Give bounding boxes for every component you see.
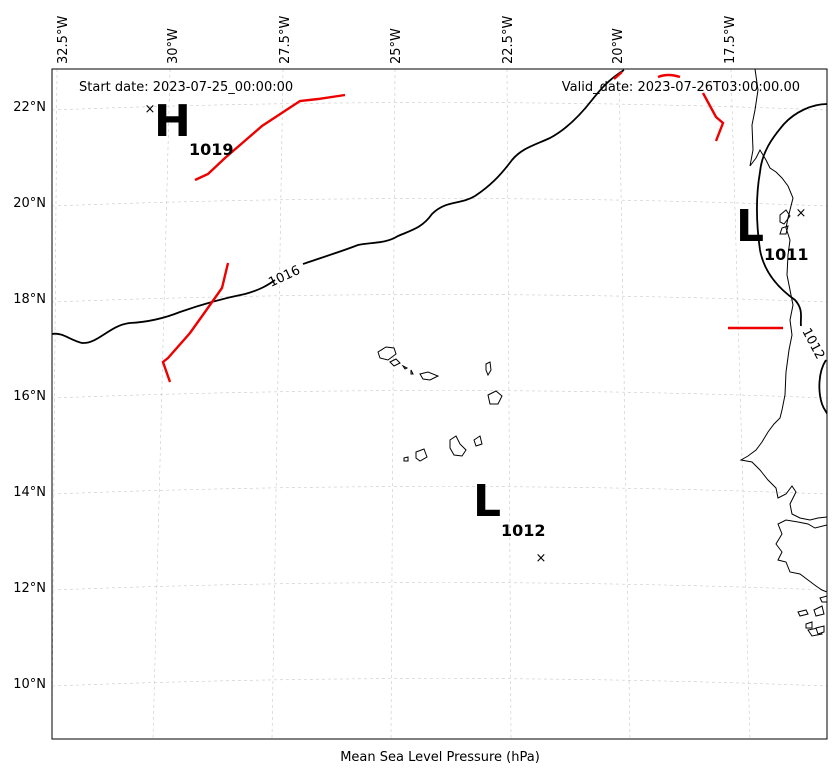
low-pressure-center-east: × L 1011 [736,201,809,264]
center-cross-icon: × [145,102,156,117]
center-cross-icon: × [536,551,547,566]
lon-label: 17.5°W [723,16,738,64]
africa-coastline [739,69,827,637]
start-date-label: Start date: 2023-07-25_00:00:00 [79,80,293,95]
pressure-value: 1019 [189,140,234,159]
graticule-parallels [52,102,827,687]
lon-label: 20°W [611,28,626,64]
lat-label: 20°N [13,196,46,211]
isobar-1016 [52,69,625,344]
map-area [52,69,827,739]
lat-label: 16°N [13,389,46,404]
lon-label: 32.5°W [56,16,71,64]
map-frame [51,68,828,740]
center-cross-icon: × [796,206,807,221]
lon-label: 22.5°W [501,16,516,64]
pressure-symbol: L [736,201,764,252]
low-pressure-center-south: × L 1012 [473,476,546,566]
lon-label: 30°W [166,28,181,64]
map-caption: Mean Sea Level Pressure (hPa) [340,750,540,765]
graticule-meridians [52,69,751,739]
cape-verde-islands [377,346,503,462]
valid-date-label: Valid_date: 2023-07-26T03:00:00.00 [562,80,800,95]
lat-label: 22°N [13,100,46,115]
lon-label: 25°W [389,28,404,64]
lat-label: 18°N [13,292,46,307]
lat-label: 12°N [13,581,46,596]
lat-label: 14°N [13,485,46,500]
high-pressure-center: × H 1019 [145,96,234,159]
longitude-labels: 32.5°W 30°W 27.5°W 25°W 22.5°W 20°W 17.5… [56,16,738,64]
isobar-1012 [756,103,827,415]
fronts [161,71,783,383]
lon-label: 27.5°W [278,16,293,64]
pressure-symbol: L [473,476,501,527]
pressure-value: 1012 [501,521,546,540]
lat-label: 10°N [13,677,46,692]
latitude-labels: 22°N 20°N 18°N 16°N 14°N 12°N 10°N [13,100,46,692]
pressure-value: 1011 [764,245,809,264]
pressure-symbol: H [154,96,191,147]
